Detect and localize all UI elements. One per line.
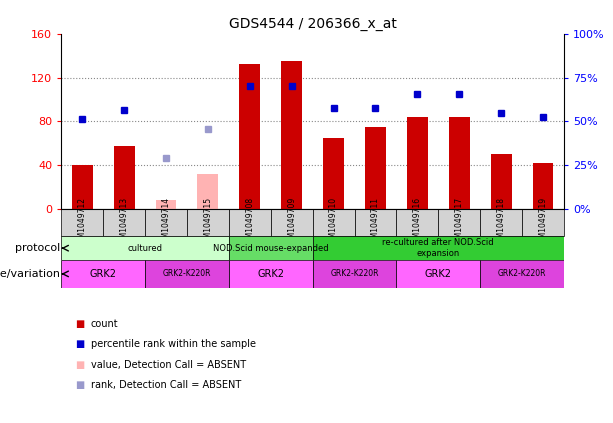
Bar xyxy=(113,146,135,209)
Bar xyxy=(61,236,229,260)
Text: GSM1049712: GSM1049712 xyxy=(78,197,87,248)
Text: percentile rank within the sample: percentile rank within the sample xyxy=(91,339,256,349)
Text: count: count xyxy=(91,319,118,329)
Bar xyxy=(239,64,261,209)
Bar xyxy=(397,209,438,236)
Bar xyxy=(145,209,187,236)
Bar xyxy=(533,163,554,209)
Bar xyxy=(365,127,386,209)
Text: GSM1049717: GSM1049717 xyxy=(455,197,464,248)
Bar xyxy=(397,260,480,288)
Bar xyxy=(313,209,354,236)
Text: protocol: protocol xyxy=(15,243,61,253)
Bar xyxy=(271,209,313,236)
Bar xyxy=(72,165,93,209)
Text: genotype/variation: genotype/variation xyxy=(0,269,61,279)
Text: GSM1049709: GSM1049709 xyxy=(287,197,296,248)
Text: GSM1049708: GSM1049708 xyxy=(245,197,254,248)
Text: GRK2-K220R: GRK2-K220R xyxy=(330,269,379,278)
Bar xyxy=(187,209,229,236)
Bar xyxy=(281,61,302,209)
Text: ■: ■ xyxy=(75,380,85,390)
Text: NOD.Scid mouse-expanded: NOD.Scid mouse-expanded xyxy=(213,244,329,253)
Bar xyxy=(407,117,428,209)
Bar xyxy=(229,236,313,260)
Bar xyxy=(313,260,397,288)
Text: GSM1049711: GSM1049711 xyxy=(371,197,380,248)
Text: GSM1049719: GSM1049719 xyxy=(538,197,547,248)
Bar xyxy=(156,200,177,209)
Bar xyxy=(229,209,271,236)
Text: GSM1049710: GSM1049710 xyxy=(329,197,338,248)
Bar xyxy=(438,209,480,236)
Bar xyxy=(145,260,229,288)
Bar xyxy=(449,117,470,209)
Text: GSM1049716: GSM1049716 xyxy=(413,197,422,248)
Text: GRK2: GRK2 xyxy=(257,269,284,279)
Bar xyxy=(323,137,344,209)
Bar xyxy=(313,236,564,260)
Text: cultured: cultured xyxy=(128,244,162,253)
Text: GRK2: GRK2 xyxy=(425,269,452,279)
Bar xyxy=(61,209,103,236)
Text: ■: ■ xyxy=(75,339,85,349)
Text: re-cultured after NOD.Scid
expansion: re-cultured after NOD.Scid expansion xyxy=(383,239,494,258)
Text: value, Detection Call = ABSENT: value, Detection Call = ABSENT xyxy=(91,360,246,370)
Text: GSM1049718: GSM1049718 xyxy=(497,197,506,248)
Bar xyxy=(61,260,145,288)
Bar xyxy=(229,260,313,288)
Text: GRK2: GRK2 xyxy=(89,269,116,279)
Bar xyxy=(197,174,218,209)
Text: GSM1049713: GSM1049713 xyxy=(120,197,129,248)
Title: GDS4544 / 206366_x_at: GDS4544 / 206366_x_at xyxy=(229,17,397,31)
Text: GRK2-K220R: GRK2-K220R xyxy=(162,269,211,278)
Bar xyxy=(522,209,564,236)
Bar xyxy=(480,260,564,288)
Bar xyxy=(354,209,397,236)
Text: GRK2-K220R: GRK2-K220R xyxy=(498,269,546,278)
Bar xyxy=(490,154,512,209)
Text: GSM1049714: GSM1049714 xyxy=(161,197,170,248)
Bar xyxy=(103,209,145,236)
Text: GSM1049715: GSM1049715 xyxy=(204,197,213,248)
Text: ■: ■ xyxy=(75,360,85,370)
Text: rank, Detection Call = ABSENT: rank, Detection Call = ABSENT xyxy=(91,380,241,390)
Text: ■: ■ xyxy=(75,319,85,329)
Bar xyxy=(480,209,522,236)
